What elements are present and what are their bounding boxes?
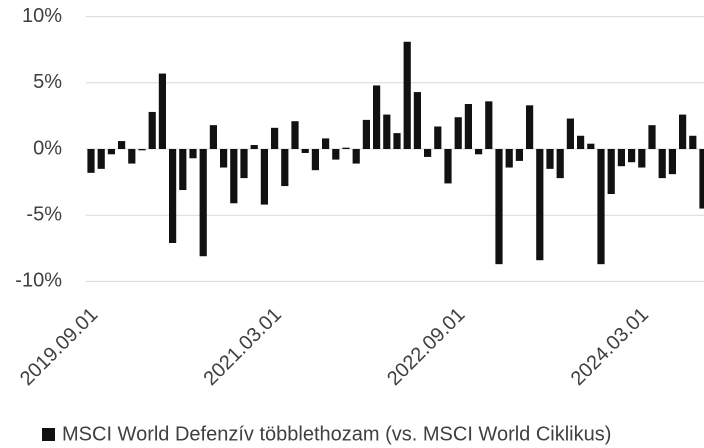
bar <box>311 149 319 171</box>
bar <box>628 149 636 163</box>
bar <box>658 149 666 179</box>
bar <box>342 147 350 149</box>
bar <box>250 145 258 149</box>
bar <box>199 149 207 257</box>
bar <box>209 125 217 149</box>
y-tick-label: -5% <box>26 203 62 225</box>
bar <box>260 149 268 205</box>
bar <box>485 101 493 149</box>
bar <box>413 92 421 149</box>
bar <box>607 149 615 195</box>
bar <box>220 149 228 168</box>
bar <box>464 103 472 149</box>
bar <box>271 127 279 149</box>
x-tick-label: 2019.09.01 <box>16 304 102 390</box>
bar <box>138 149 146 151</box>
bar <box>679 114 687 149</box>
bar <box>638 149 646 168</box>
bar <box>352 149 360 164</box>
bar <box>291 121 299 149</box>
bar <box>526 105 534 149</box>
bar <box>169 149 177 243</box>
bar <box>189 149 197 159</box>
bar <box>240 149 248 179</box>
bar <box>97 149 105 169</box>
x-tick-label: 2024.03.01 <box>567 304 653 390</box>
bar <box>281 149 289 187</box>
bar <box>403 41 411 150</box>
bar <box>668 149 676 175</box>
bar <box>301 149 309 153</box>
y-tick-label: 5% <box>33 71 62 93</box>
legend-swatch <box>42 428 55 441</box>
bar <box>689 135 697 149</box>
bar <box>158 73 166 149</box>
bar <box>556 149 564 179</box>
bar <box>373 85 381 149</box>
bar <box>332 149 340 160</box>
bar <box>699 149 704 209</box>
bar <box>322 138 330 149</box>
x-tick-label: 2022.09.01 <box>383 304 469 390</box>
y-tick-label: 10% <box>22 5 62 27</box>
bar <box>87 149 95 173</box>
bar <box>179 149 187 191</box>
bar <box>118 141 126 149</box>
y-tick-label: 0% <box>33 137 62 159</box>
bar <box>393 133 401 149</box>
bar <box>444 149 452 184</box>
y-tick-label: -10% <box>15 270 62 292</box>
bar <box>577 135 585 149</box>
bar <box>424 149 432 157</box>
bar <box>587 143 595 149</box>
bar <box>648 125 656 149</box>
bar <box>148 111 156 149</box>
bar <box>495 149 503 265</box>
bar <box>536 149 544 261</box>
bar <box>454 117 462 149</box>
bar <box>434 126 442 149</box>
bar <box>597 149 605 265</box>
bar <box>107 149 115 155</box>
bar <box>128 149 136 164</box>
bar <box>362 119 370 149</box>
bar <box>546 149 554 169</box>
bar <box>515 149 523 161</box>
bar <box>566 118 574 149</box>
x-tick-label: 2021.03.01 <box>200 304 286 390</box>
bar <box>617 149 625 167</box>
legend-label: MSCI World Defenzív többlethozam (vs. MS… <box>62 423 611 445</box>
bar <box>505 149 513 168</box>
bar <box>475 149 483 155</box>
bar <box>230 149 238 204</box>
bar <box>383 114 391 149</box>
